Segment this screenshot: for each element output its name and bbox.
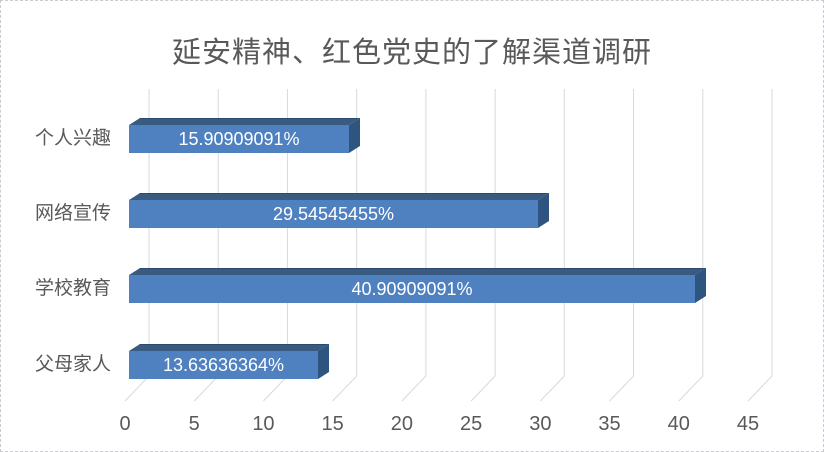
x-axis-tick-label: 15 xyxy=(321,413,344,435)
bar[interactable]: 15.90909091% xyxy=(129,118,360,153)
bar-data-label: 15.90909091% xyxy=(178,129,300,149)
gridline-floor-slant xyxy=(470,375,496,402)
bar-side-face xyxy=(349,118,360,153)
x-axis-tick-label: 25 xyxy=(459,413,483,435)
category-label: 父母家人 xyxy=(34,354,111,375)
bar-data-label: 29.54545455% xyxy=(272,204,395,224)
chart-title[interactable]: 延安精神、红色党史的了解渠道调研 xyxy=(171,37,652,69)
gridline-floor-slant xyxy=(193,375,219,402)
gridline-floor-slant xyxy=(124,375,150,402)
x-axis-tick-label: 0 xyxy=(119,413,131,435)
gridline-floor-slant xyxy=(747,375,773,402)
category-label: 网络宣传 xyxy=(34,203,111,224)
bar[interactable]: 40.90909091% xyxy=(129,268,706,303)
x-axis-tick-label: 5 xyxy=(188,413,200,435)
x-axis-tick-label: 40 xyxy=(667,413,690,435)
bar-side-face xyxy=(538,193,549,228)
bar-top-face xyxy=(129,268,706,275)
bar-side-face xyxy=(695,268,706,303)
bar-top-face xyxy=(129,193,549,200)
category-label: 学校教育 xyxy=(34,278,111,299)
gridline-floor-slant xyxy=(401,375,427,402)
bar-top-face xyxy=(129,344,329,351)
x-axis-tick-label: 10 xyxy=(252,413,275,435)
gridline-floor-slant xyxy=(263,375,288,402)
bar[interactable]: 29.54545455% xyxy=(129,193,549,228)
bar-data-label: 40.90909091% xyxy=(351,279,473,299)
bar-data-label: 13.63636364% xyxy=(162,355,285,375)
bar-side-face xyxy=(318,344,329,379)
bar-top-face xyxy=(129,118,360,125)
gridline-floor-slant xyxy=(539,375,565,402)
x-axis-tick-label: 35 xyxy=(598,413,621,435)
gridline-floor-slant xyxy=(332,375,358,402)
bar[interactable]: 13.63636364% xyxy=(129,344,329,379)
x-axis-tick-label: 30 xyxy=(529,413,552,435)
gridline-floor-slant xyxy=(678,375,704,402)
x-axis-tick-label: 45 xyxy=(736,413,760,435)
category-label: 个人兴趣 xyxy=(34,128,111,149)
gridline-floor-slant xyxy=(609,375,634,402)
x-axis-tick-label: 20 xyxy=(390,413,413,435)
